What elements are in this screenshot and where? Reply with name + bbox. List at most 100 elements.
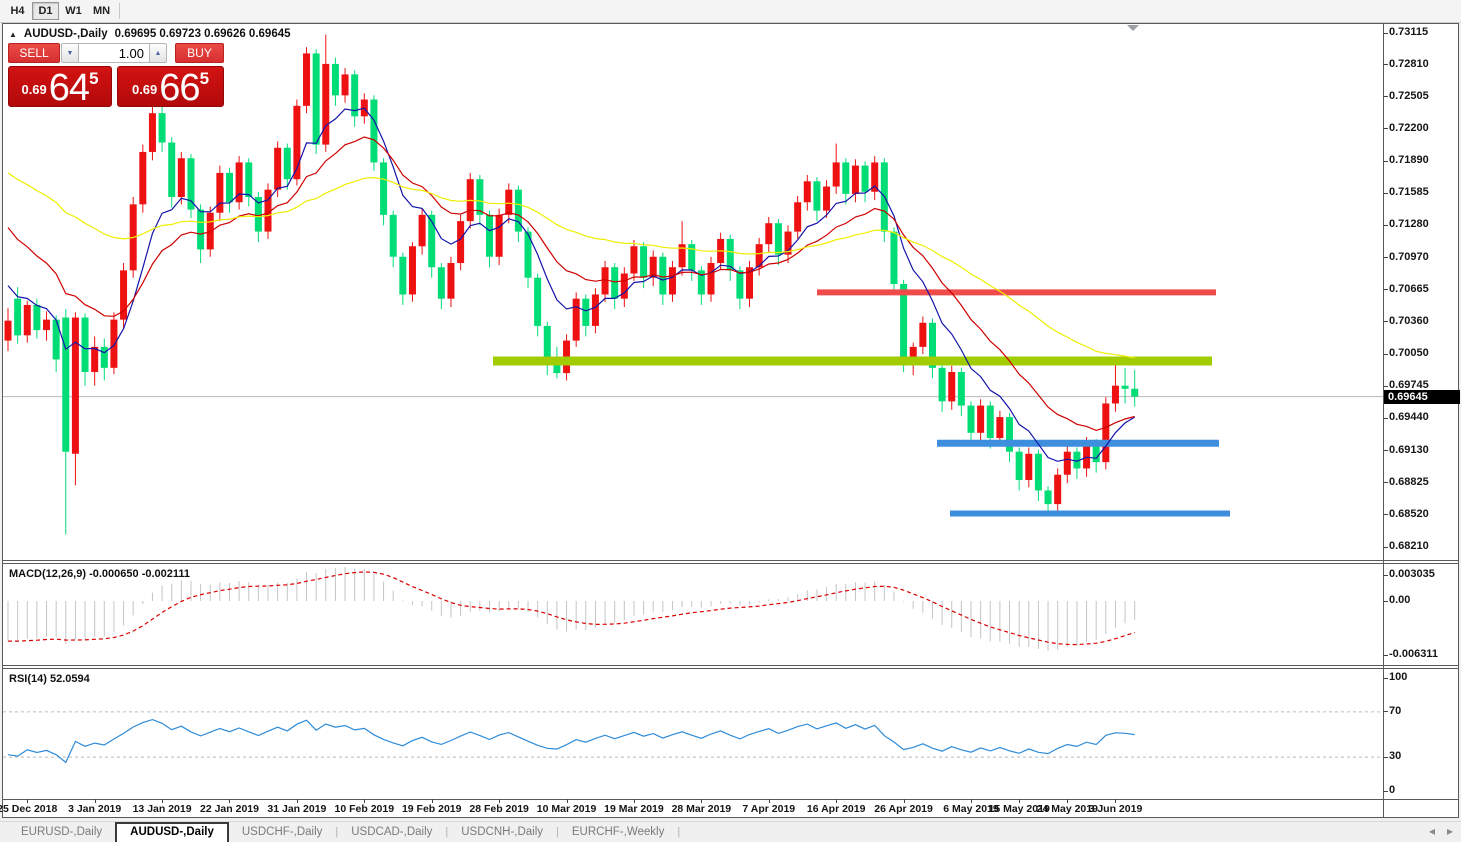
date-axis-label: 22 Jan 2019	[200, 803, 259, 815]
price-axis-label: 0.69745	[1389, 379, 1429, 392]
price-axis-label-tick	[1383, 128, 1388, 130]
price-axis-label: 0.72505	[1389, 89, 1429, 102]
date-axis-label: 16 Apr 2019	[806, 803, 866, 815]
tab-separator: |	[556, 826, 559, 838]
buy-price-pipette: 5	[199, 69, 210, 88]
tab-audusd-daily[interactable]: AUDUSD-,Daily	[115, 822, 229, 842]
date-axis-label: 7 Apr 2019	[742, 803, 796, 815]
date-axis-label: 25 Dec 2018	[0, 803, 58, 815]
tab-eurchf-weekly[interactable]: EURCHF-,Weekly	[571, 826, 665, 838]
tab-eurusd-daily[interactable]: EURUSD-,Daily	[21, 826, 103, 838]
pane-splitter-1b[interactable]	[2, 563, 1459, 564]
rsi-name: RSI(14)	[9, 673, 47, 685]
timeframe-button-w1[interactable]: W1	[60, 2, 87, 20]
toolbar-separator	[119, 3, 120, 19]
date-tick	[296, 799, 298, 803]
price-axis-label: 0.73115	[1389, 26, 1429, 38]
buy-price-button[interactable]: 0.69 66 5	[117, 66, 224, 107]
price-axis-label: 0.72200	[1389, 121, 1429, 134]
sell-price-pipette: 5	[89, 69, 99, 88]
date-axis-label: 10 Feb 2019	[334, 803, 395, 815]
timeframe-button-d1[interactable]: D1	[32, 2, 59, 20]
price-axis-label-tick	[1383, 96, 1388, 98]
price-axis-label: 0.72810	[1389, 57, 1429, 70]
price-axis-label-tick	[1383, 64, 1388, 66]
date-axis-label: 26 Apr 2019	[874, 803, 933, 815]
volume-input[interactable]	[78, 43, 150, 63]
sell-price-big: 64	[48, 67, 90, 109]
pane-splitter-1a[interactable]	[2, 560, 1459, 561]
price-axis-label: 0.68210	[1389, 540, 1429, 553]
buy-button[interactable]: BUY	[175, 43, 224, 63]
price-axis-label-tick	[1383, 385, 1388, 387]
price-axis-label-tick	[1383, 224, 1388, 226]
buy-price-prefix: 0.69	[131, 82, 158, 97]
rsi-axis-label: 70	[1389, 704, 1402, 717]
date-tick	[971, 799, 972, 803]
tab-separator: |	[335, 826, 339, 838]
timeframe-button-h4[interactable]: H4	[4, 2, 31, 20]
price-axis-label-tick	[1383, 353, 1388, 355]
rsi-axis-label-tick	[1383, 756, 1388, 758]
rsi-axis-label: 30	[1389, 750, 1402, 763]
macd-axis-label-tick	[1383, 574, 1388, 576]
volume-decrease-icon[interactable]: ▼	[61, 43, 79, 63]
macd-axis-label-tick	[1383, 654, 1388, 656]
price-axis-label-tick	[1383, 321, 1388, 323]
price-axis-label-tick	[1383, 546, 1388, 548]
tab-separator: |	[445, 826, 449, 838]
price-axis-label: 0.69440	[1389, 411, 1429, 424]
price-axis-label: 0.70050	[1389, 347, 1429, 360]
date-tick	[27, 799, 29, 803]
price-axis-label-tick	[1383, 514, 1388, 516]
rsi-value: 52.0594	[49, 673, 90, 685]
price-axis-label: 0.69130	[1389, 443, 1429, 456]
sell-button[interactable]: SELL	[8, 43, 60, 63]
date-tick	[431, 799, 433, 803]
date-tick	[162, 799, 164, 803]
pane-splitter-2a[interactable]	[2, 665, 1459, 666]
date-axis-label: 19 Feb 2019	[401, 803, 462, 815]
price-axis-label-tick	[1383, 257, 1388, 259]
price-axis-label: 0.68825	[1389, 475, 1429, 488]
chart-quote-ohlc: 0.69695 0.69723 0.69626 0.69645	[114, 28, 291, 40]
tab-usdcnh-daily[interactable]: USDCNH-,Daily	[461, 826, 544, 838]
rsi-axis-label-tick	[1383, 790, 1388, 792]
chart-symbol-label: AUDUSD-,Daily	[23, 28, 108, 40]
rsi-axis-label: 100	[1389, 671, 1408, 683]
price-axis-label-tick	[1383, 192, 1388, 194]
scroll-left-icon[interactable]: ◂	[1428, 824, 1435, 838]
tab-usdchf-daily[interactable]: USDCHF-,Daily	[241, 826, 323, 838]
date-tick	[1067, 799, 1069, 803]
date-tick	[768, 799, 770, 803]
date-axis-label: 6 May 2019	[943, 803, 999, 815]
date-tick	[701, 799, 703, 803]
sell-price-prefix: 0.69	[21, 82, 47, 97]
price-axis-label-tick	[1383, 417, 1388, 419]
date-tick	[903, 799, 905, 803]
timeframe-button-mn[interactable]: MN	[88, 2, 115, 20]
tab-scroll-arrows: ◂ ▸	[1429, 822, 1453, 840]
timeframe-toolbar: H4 D1 W1 MN	[0, 0, 1461, 23]
rsi-label: RSI(14) 52.0594	[9, 673, 90, 685]
sell-price-button[interactable]: 0.69 64 5	[8, 66, 112, 107]
chart-title: ▲ AUDUSD-,Daily 0.69695 0.69723 0.69626 …	[9, 28, 291, 40]
date-axis-label: 13 Jan 2019	[132, 803, 192, 815]
volume-increase-icon[interactable]: ▲	[149, 43, 167, 63]
tab-usdcad-daily[interactable]: USDCAD-,Daily	[351, 826, 433, 838]
date-axis-label: 31 Jan 2019	[267, 803, 327, 815]
scroll-right-icon[interactable]: ▸	[1446, 824, 1453, 838]
date-axis-line	[2, 799, 1459, 800]
rsi-axis-label: 0	[1389, 784, 1396, 796]
rsi-axis-label-tick	[1383, 677, 1388, 679]
current-price-badge: 0.69645	[1384, 389, 1460, 404]
collapse-panel-icon[interactable]: ▲	[9, 29, 17, 39]
chart-window	[2, 23, 1459, 818]
date-tick	[836, 799, 838, 803]
pane-splitter-2b[interactable]	[2, 668, 1459, 669]
date-tick	[499, 799, 501, 803]
date-axis-label: 24 May 2019	[1036, 803, 1098, 815]
macd-label: MACD(12,26,9) -0.000650 -0.002111	[9, 568, 190, 580]
date-tick	[229, 799, 231, 803]
